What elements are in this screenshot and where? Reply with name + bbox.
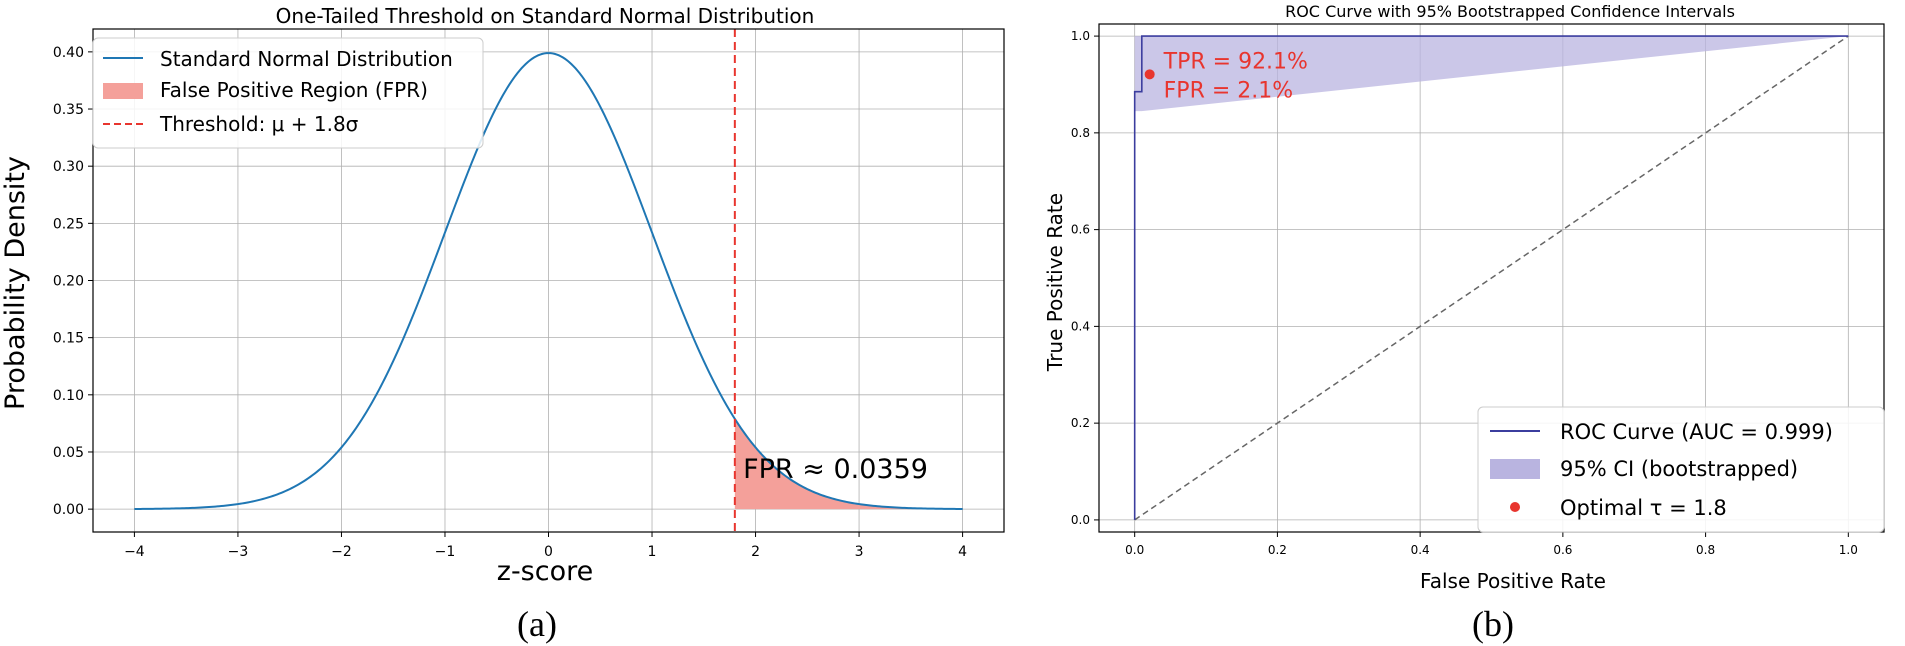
panel-b-x-axis-label: False Positive Rate	[1420, 569, 1606, 593]
y-tick-label: 0.2	[1071, 416, 1090, 430]
y-tick-label: 0.30	[53, 159, 84, 175]
panel-a-x-ticks: −4 −3 −2 −1 0 1 2 3 4	[124, 532, 967, 560]
panel-a-caption: (a)	[517, 604, 557, 644]
legend-label-optimal: Optimal τ = 1.8	[1560, 496, 1727, 520]
panel-a-title: One-Tailed Threshold on Standard Normal …	[276, 4, 815, 28]
panel-b-fpr-annotation: FPR = 2.1%	[1164, 78, 1294, 103]
panel-b-ci-layer	[1134, 36, 1849, 112]
panel-b-tpr-annotation: TPR = 92.1%	[1163, 49, 1308, 74]
y-tick-label: 0.8	[1071, 126, 1090, 140]
x-tick-label: 0.2	[1268, 543, 1287, 557]
y-tick-label: 0.15	[53, 331, 84, 347]
x-tick-label: 0.6	[1553, 543, 1572, 557]
panel-a-fill-layer	[734, 418, 963, 510]
x-tick-label: 0.4	[1411, 543, 1430, 557]
x-tick-label: −4	[124, 544, 145, 560]
ci-band	[1134, 36, 1849, 112]
legend-marker-optimal	[1510, 502, 1520, 512]
panel-b-line-layer	[1133, 35, 1849, 521]
x-tick-label: 3	[855, 544, 864, 560]
x-tick-label: 0.0	[1125, 543, 1144, 557]
panel-a-x-axis-label: z-score	[497, 556, 593, 587]
panel-a-y-axis-label: Probability Density	[0, 156, 31, 410]
legend-swatch-ci	[1490, 459, 1540, 479]
legend-label-threshold: Threshold: μ + 1.8σ	[159, 112, 359, 136]
fpr-region	[734, 418, 963, 510]
legend-label-fpr: False Positive Region (FPR)	[160, 78, 428, 102]
x-tick-label: 1.0	[1839, 543, 1858, 557]
panel-a-y-ticks: 0.00 0.05 0.10 0.15 0.20 0.25 0.30 0.35 0.40	[53, 45, 93, 518]
y-tick-label: 0.0	[1071, 513, 1090, 527]
panel-b-title: ROC Curve with 95% Bootstrapped Confiden…	[1285, 2, 1735, 21]
y-tick-label: 0.05	[53, 445, 84, 461]
x-tick-label: 0.8	[1696, 543, 1715, 557]
legend-label-ci: 95% CI (bootstrapped)	[1560, 457, 1798, 481]
optimal-point	[1144, 69, 1155, 80]
panel-b-legend-box	[1477, 406, 1885, 533]
legend-swatch-fpr	[103, 83, 143, 99]
panel-b-y-axis-label: True Positive Rate	[1043, 193, 1067, 372]
chance-line	[1134, 35, 1849, 521]
x-tick-label: −1	[435, 544, 456, 560]
y-tick-label: 0.6	[1071, 223, 1090, 237]
legend-label-normal: Standard Normal Distribution	[160, 47, 453, 71]
y-tick-label: 0.25	[53, 216, 84, 232]
panel-b-y-ticks: 0.0 0.2 0.4 0.6 0.8 1.0	[1071, 29, 1099, 527]
x-tick-label: 1	[648, 544, 657, 560]
roc-curve	[1133, 35, 1849, 520]
x-tick-label: 4	[958, 544, 967, 560]
panel-b-x-ticks: 0.0 0.2 0.4 0.6 0.8 1.0	[1125, 532, 1858, 557]
y-tick-label: 0.4	[1071, 319, 1090, 333]
panel-a-chart: One-Tailed Threshold on Standard Normal …	[0, 4, 1005, 644]
y-tick-label: 0.00	[53, 502, 84, 518]
y-tick-label: 0.40	[53, 45, 84, 61]
panel-b-legend: ROC Curve (AUC = 0.999) 95% CI (bootstra…	[1477, 406, 1885, 533]
panel-a-legend: Standard Normal Distribution False Posit…	[92, 37, 484, 149]
y-tick-label: 0.20	[53, 274, 84, 290]
normal-curve	[134, 52, 963, 510]
panel-a-grid	[93, 29, 1004, 532]
panel-a-fpr-annotation: FPR ≈ 0.0359	[743, 454, 928, 485]
y-tick-label: 0.35	[53, 102, 84, 118]
y-tick-label: 1.0	[1071, 29, 1090, 43]
panel-a-legend-box	[92, 37, 484, 149]
x-tick-label: 2	[751, 544, 760, 560]
x-tick-label: −2	[331, 544, 352, 560]
y-tick-label: 0.10	[53, 388, 84, 404]
x-tick-label: −3	[228, 544, 249, 560]
legend-label-roc: ROC Curve (AUC = 0.999)	[1560, 420, 1833, 444]
x-tick-label: 0	[544, 544, 553, 560]
panel-b-chart: ROC Curve with 95% Bootstrapped Confiden…	[1043, 2, 1885, 644]
panel-b-caption: (b)	[1472, 604, 1514, 644]
panel-a-curve-layer	[134, 29, 963, 532]
